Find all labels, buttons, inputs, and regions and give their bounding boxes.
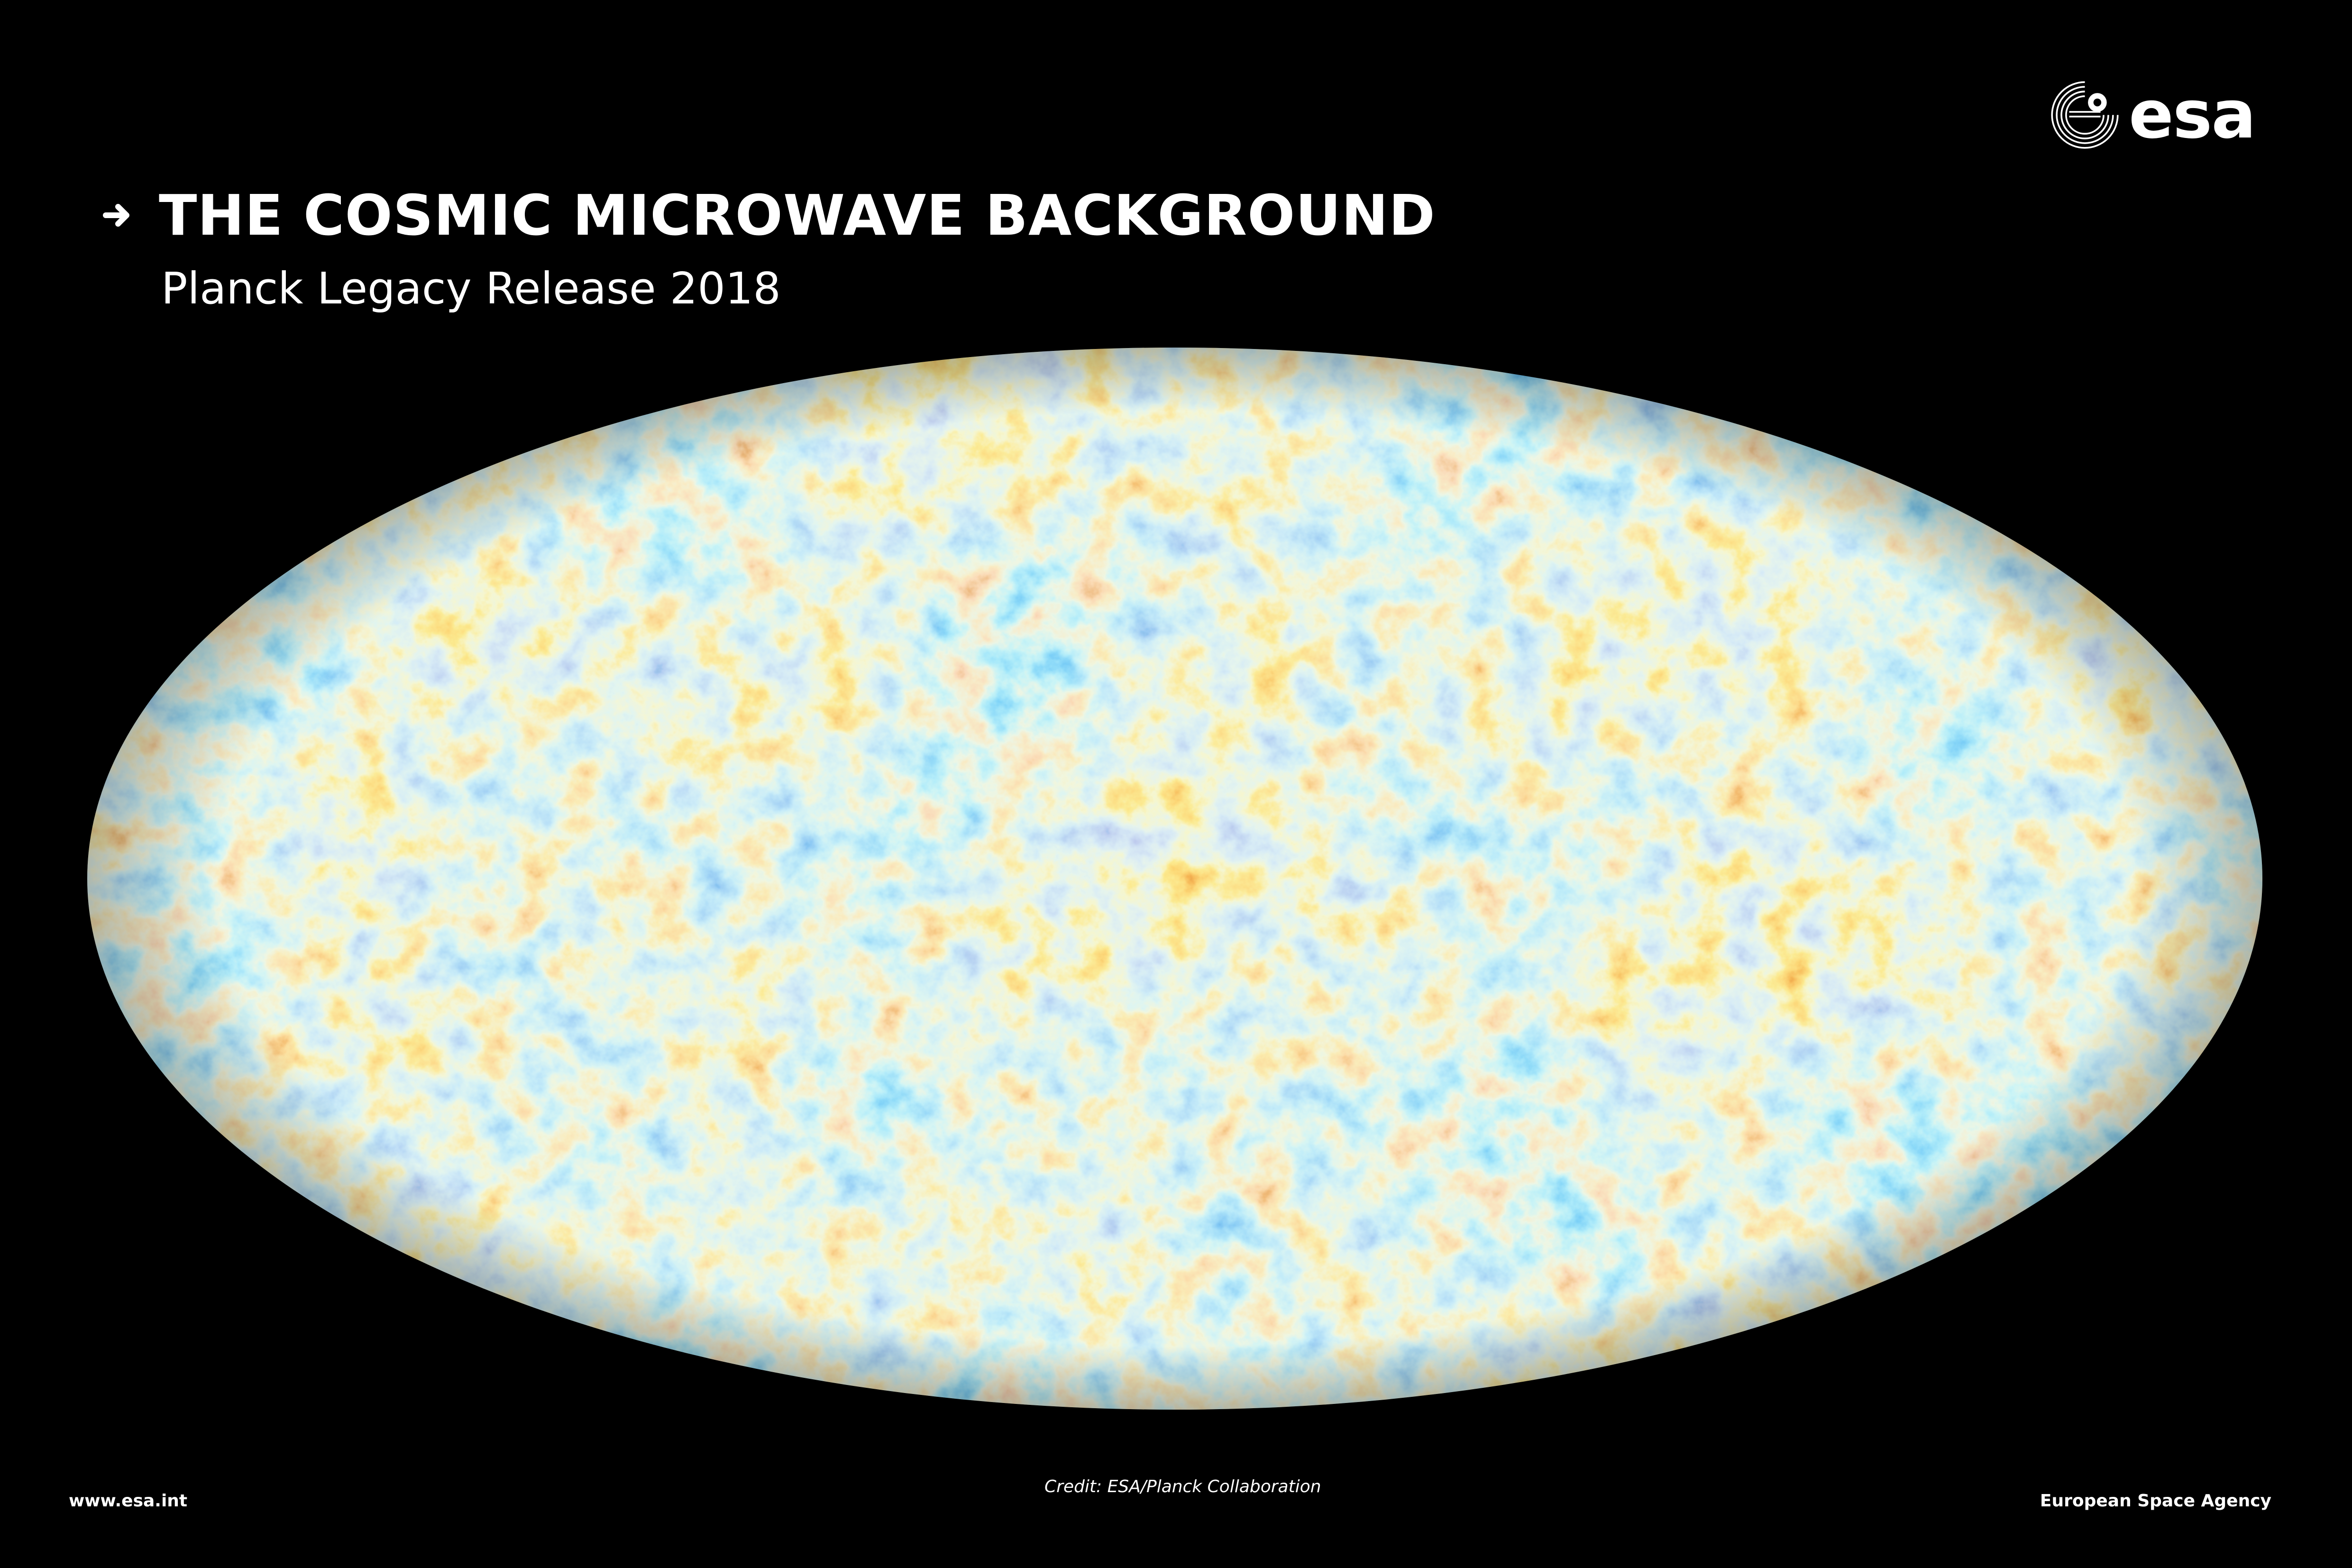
footer-url: www.esa.int — [69, 1491, 188, 1511]
page-subtitle: Planck Legacy Release 2018 — [161, 263, 781, 314]
page-title: THE COSMIC MICROWAVE BACKGROUND — [159, 183, 1436, 248]
esa-wordmark: esa — [2129, 76, 2256, 154]
image-credit: Credit: ESA/Planck Collaboration — [1044, 1477, 1321, 1496]
esa-logo: esa — [2046, 76, 2273, 154]
agency-name: European Space Agency — [2040, 1491, 2271, 1511]
title-row: THE COSMIC MICROWAVE BACKGROUND — [102, 187, 1436, 243]
arrow-right-icon — [103, 204, 129, 227]
esa-logo-icon — [2051, 81, 2119, 149]
